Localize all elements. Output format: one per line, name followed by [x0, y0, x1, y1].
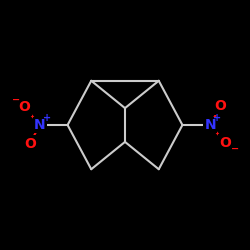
Text: +: + [42, 113, 51, 123]
Text: O: O [19, 100, 30, 114]
Text: N: N [34, 118, 46, 132]
Text: N: N [204, 118, 216, 132]
Text: −: − [12, 95, 20, 105]
Text: +: + [213, 113, 221, 123]
Text: O: O [214, 100, 226, 114]
Text: O: O [220, 136, 231, 149]
Text: O: O [24, 136, 36, 150]
Text: −: − [231, 144, 239, 154]
